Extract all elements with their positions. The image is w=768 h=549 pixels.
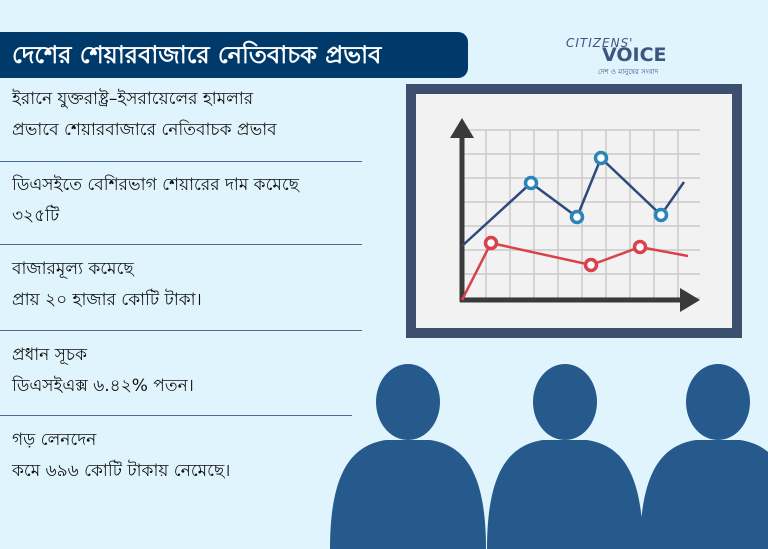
divider (0, 330, 362, 331)
fact-2: ডিএসইতে বেশিরভাগ শেয়ারের দাম কমেছে ৩২৫ট… (12, 170, 299, 232)
person-body (487, 440, 643, 549)
logo-line2: VOICE (602, 44, 667, 66)
fact-3: বাজারমূল্য কমেছে প্রায় ২০ হাজার কোটি টা… (12, 254, 202, 316)
blue-point (569, 209, 585, 225)
fact-1-line2: প্রভাবে শেয়ারবাজারে নেতিবাচক প্রভাব (12, 120, 277, 140)
fact-2-line2: ৩২৫টি (12, 206, 60, 226)
fact-4-line1: প্রধান সূচক (12, 345, 87, 365)
fact-4: প্রধান সূচক ডিএসইএক্স ৬.৪২% পতন। (12, 340, 194, 402)
logo-line1: CITIZENS' (566, 36, 634, 50)
person-body (330, 440, 486, 549)
divider (0, 161, 362, 162)
person-head (686, 364, 750, 440)
fact-1: ইরানে যুক্তরাষ্ট্র–ইসরায়েলের হামলার প্র… (12, 84, 277, 146)
divider (0, 415, 352, 416)
x-axis-arrow-icon (680, 288, 700, 312)
fact-3-line1: বাজারমূল্য কমেছে (12, 259, 134, 279)
blue-point (523, 175, 539, 191)
divider (0, 244, 362, 245)
fact-4-line2: ডিএসইএক্স ৬.৪২% পতন। (12, 376, 194, 396)
person-head (376, 364, 440, 440)
red-point (632, 239, 648, 255)
fact-5: গড় লেনদেন কমে ৬৯৬ কোটি টাকায় নেমেছে। (12, 425, 230, 487)
fact-1-line1: ইরানে যুক্তরাষ্ট্র–ইসরায়েলের হামলার (12, 89, 254, 109)
fact-5-line1: গড় লেনদেন (12, 430, 97, 450)
audience-silhouettes (330, 364, 768, 549)
red-point (583, 257, 599, 273)
fact-2-line1: ডিএসইতে বেশিরভাগ শেয়ারের দাম কমেছে (12, 175, 299, 195)
blue-point (593, 150, 609, 166)
logo-tagline: দেশ ও মানুষের সংবাদ (598, 68, 659, 76)
fact-5-line2: কমে ৬৯৬ কোটি টাকায় নেমেছে। (12, 461, 231, 481)
person-head (533, 364, 597, 440)
red-point (483, 235, 499, 251)
y-axis-arrow-icon (450, 118, 474, 138)
blue-point (653, 207, 669, 223)
page-title: দেশের শেয়ারবাজারে নেতিবাচক প্রভাব (0, 32, 468, 78)
fact-3-line2: প্রায় ২০ হাজার কোটি টাকা। (12, 290, 202, 310)
person-body (640, 440, 768, 549)
citizens-voice-logo: CITIZENS' VOICE দেশ ও মানুষের সংবাদ (566, 36, 676, 76)
